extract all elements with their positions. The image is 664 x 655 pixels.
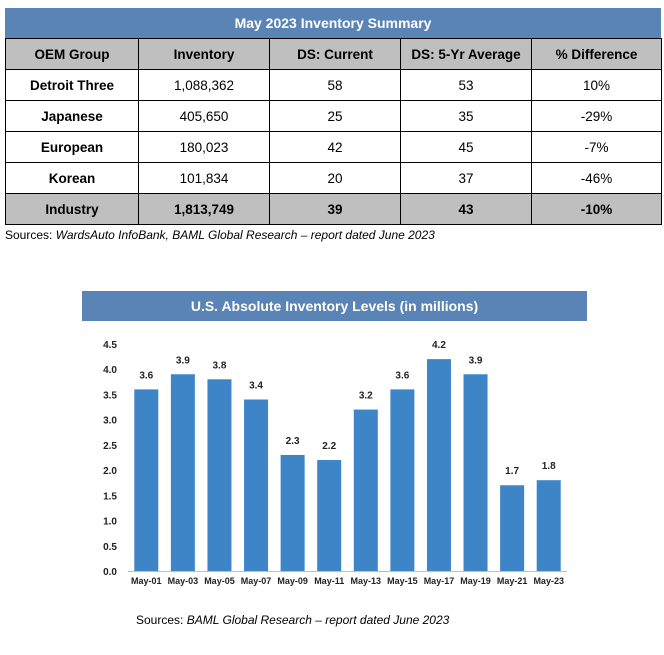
data-label: 1.8 [542,461,556,472]
table-title: May 2023 Inventory Summary [5,8,661,38]
cell-ds-5yr-average: 53 [400,69,532,101]
inventory-summary-table-wrap: May 2023 Inventory Summary OEM Group Inv… [5,8,662,225]
header-oem-group: OEM Group [5,38,139,70]
bar [536,480,561,571]
table-total-row: Industry 1,813,749 39 43 -10% [5,193,662,225]
data-label: 4.2 [432,340,446,351]
bar [463,374,488,571]
header-pct-difference: % Difference [531,38,662,70]
inventory-table: OEM Group Inventory DS: Current DS: 5-Yr… [5,38,662,225]
cell-oem-group: Industry [5,193,139,225]
x-tick-label: May-07 [241,576,272,586]
bar [426,359,451,571]
cell-inventory: 1,088,362 [138,69,270,101]
bar [170,374,195,571]
bar [390,389,415,571]
cell-inventory: 1,813,749 [138,193,270,225]
x-tick-label: May-01 [131,576,162,586]
cell-ds-5yr-average: 43 [400,193,532,225]
cell-inventory: 101,834 [138,162,270,194]
data-label: 2.2 [322,441,336,452]
chart-source-prefix: Sources: [136,613,187,627]
data-label: 3.6 [395,370,409,381]
bar [280,454,305,571]
cell-oem-group: Korean [5,162,139,194]
bar [317,460,342,571]
header-ds-5yr-average: DS: 5-Yr Average [400,38,532,70]
y-tick-label: 3.0 [103,416,117,427]
x-tick-label: May-19 [460,576,491,586]
bar [244,399,269,571]
bar [500,485,525,571]
chart-title: U.S. Absolute Inventory Levels (in milli… [82,291,587,321]
x-tick-label: May-17 [424,576,455,586]
data-label: 3.6 [139,370,153,381]
cell-inventory: 405,650 [138,100,270,132]
table-source-text: WardsAuto InfoBank, BAML Global Research… [55,228,435,242]
table-row: Japanese 405,650 25 35 -29% [5,100,662,132]
y-tick-label: 2.0 [103,466,117,477]
y-tick-label: 2.5 [103,441,117,452]
cell-pct-difference: -10% [531,193,662,225]
bar [207,379,232,571]
cell-oem-group: Japanese [5,100,139,132]
header-ds-current: DS: Current [269,38,401,70]
x-tick-label: May-05 [204,576,235,586]
bar-chart: 0.0 0.5 1.0 1.5 2.0 2.5 3.0 3.5 4.0 4.5 3.6 May-01 3… [103,340,567,586]
header-inventory: Inventory [138,38,270,70]
table-header-row: OEM Group Inventory DS: Current DS: 5-Yr… [5,38,662,70]
x-tick-label: May-15 [387,576,418,586]
cell-ds-current: 58 [269,69,401,101]
cell-ds-5yr-average: 37 [400,162,532,194]
data-label: 2.3 [286,436,300,447]
x-tick-label: May-21 [497,576,528,586]
cell-pct-difference: -29% [531,100,662,132]
chart-source-text: BAML Global Research – report dated June… [186,613,450,627]
x-tick-label: May-09 [277,576,308,586]
x-tick-label: May-23 [533,576,564,586]
y-tick-label: 1.5 [103,491,117,502]
chart-source-note: Sources: BAML Global Research – report d… [136,613,449,627]
cell-ds-current: 42 [269,131,401,163]
table-source-prefix: Sources: [5,228,56,242]
data-label: 1.7 [505,466,519,477]
cell-ds-5yr-average: 45 [400,131,532,163]
x-tick-label: May-03 [168,576,199,586]
y-tick-label: 0.0 [103,567,117,578]
bar [353,409,378,571]
data-label: 3.2 [359,391,373,402]
cell-oem-group: European [5,131,139,163]
data-label: 3.9 [176,355,190,366]
table-row: Korean 101,834 20 37 -46% [5,162,662,194]
data-label: 3.4 [249,380,263,391]
y-tick-label: 4.5 [103,340,117,351]
data-label: 3.9 [469,355,483,366]
data-label: 3.8 [213,360,227,371]
cell-ds-5yr-average: 35 [400,100,532,132]
cell-ds-current: 20 [269,162,401,194]
bar [134,389,159,571]
table-row: European 180,023 42 45 -7% [5,131,662,163]
y-tick-label: 3.5 [103,390,117,401]
cell-pct-difference: 10% [531,69,662,101]
x-tick-label: May-11 [314,576,344,586]
cell-ds-current: 25 [269,100,401,132]
table-row: Detroit Three 1,088,362 58 53 10% [5,69,662,101]
cell-inventory: 180,023 [138,131,270,163]
table-source-note: Sources: WardsAuto InfoBank, BAML Global… [5,228,435,242]
cell-ds-current: 39 [269,193,401,225]
cell-pct-difference: -46% [531,162,662,194]
y-tick-label: 0.5 [103,542,117,553]
y-tick-label: 1.0 [103,517,117,528]
y-tick-label: 4.0 [103,365,117,376]
x-tick-label: May-13 [351,576,382,586]
cell-pct-difference: -7% [531,131,662,163]
cell-oem-group: Detroit Three [5,69,139,101]
